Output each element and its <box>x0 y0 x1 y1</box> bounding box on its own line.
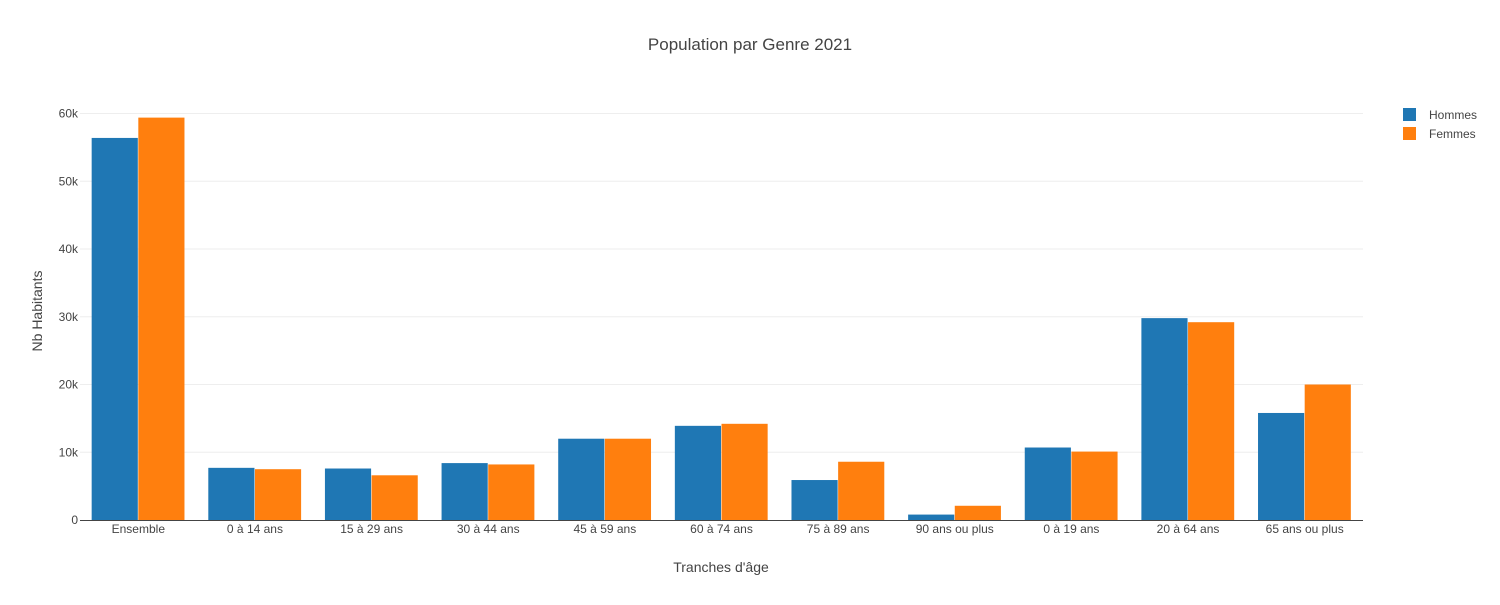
x-tick-label: 45 à 59 ans <box>574 522 637 536</box>
chart-title: Population par Genre 2021 <box>648 35 852 54</box>
x-tick-label: 60 à 74 ans <box>690 522 753 536</box>
x-tick-label: 75 à 89 ans <box>807 522 870 536</box>
x-tick-labels: Ensemble 0 à 14 ans 15 à 29 ans 30 à 44 ans… <box>112 522 1344 536</box>
y-tick-label: 0 <box>71 513 78 527</box>
bar-femmes <box>488 464 535 520</box>
bar-femmes <box>604 438 652 520</box>
bar-hommes <box>674 425 721 520</box>
bar-hommes <box>1258 412 1305 520</box>
y-tick-label: 20k <box>59 378 79 392</box>
bar-femmes <box>138 117 185 520</box>
bar-femmes <box>954 505 1001 520</box>
bar-hommes <box>791 480 838 520</box>
y-tick-label: 30k <box>59 310 79 324</box>
bar-hommes <box>324 468 372 520</box>
y-tick-labels: 0 10k 20k 30k 40k 50k 60k <box>59 107 79 527</box>
x-tick-label: Ensemble <box>112 522 166 536</box>
legend: Hommes Femmes <box>1403 108 1477 141</box>
bar-femmes <box>254 469 302 520</box>
bar-femmes <box>721 423 768 520</box>
x-tick-label: 90 ans ou plus <box>916 522 994 536</box>
legend-swatch <box>1403 127 1416 140</box>
bar-femmes <box>838 461 885 520</box>
bar-hommes <box>908 514 955 520</box>
bar-hommes <box>1141 318 1188 520</box>
bar-hommes <box>558 438 605 520</box>
bar-hommes <box>441 463 488 520</box>
legend-label: Hommes <box>1429 108 1477 122</box>
bar-hommes <box>208 467 255 520</box>
x-tick-label: 30 à 44 ans <box>457 522 520 536</box>
legend-label: Femmes <box>1429 127 1476 141</box>
x-tick-label: 0 à 14 ans <box>227 522 283 536</box>
y-tick-label: 50k <box>59 174 79 188</box>
bar-femmes <box>371 475 418 520</box>
legend-swatch <box>1403 108 1416 121</box>
bar-hommes <box>1024 447 1071 520</box>
y-tick-label: 60k <box>59 107 79 121</box>
bar-femmes <box>1188 322 1235 520</box>
x-tick-label: 65 ans ou plus <box>1266 522 1344 536</box>
x-tick-label: 0 à 19 ans <box>1043 522 1099 536</box>
bars <box>91 117 1351 520</box>
x-tick-label: 20 à 64 ans <box>1157 522 1220 536</box>
bar-femmes <box>1304 384 1351 520</box>
x-tick-label: 15 à 29 ans <box>340 522 403 536</box>
y-tick-label: 10k <box>59 445 79 459</box>
bar-hommes <box>91 137 138 520</box>
bar-femmes <box>1071 451 1118 520</box>
y-axis-title: Nb Habitants <box>29 271 45 352</box>
x-axis-title: Tranches d'âge <box>673 559 769 575</box>
y-tick-label: 40k <box>59 242 79 256</box>
